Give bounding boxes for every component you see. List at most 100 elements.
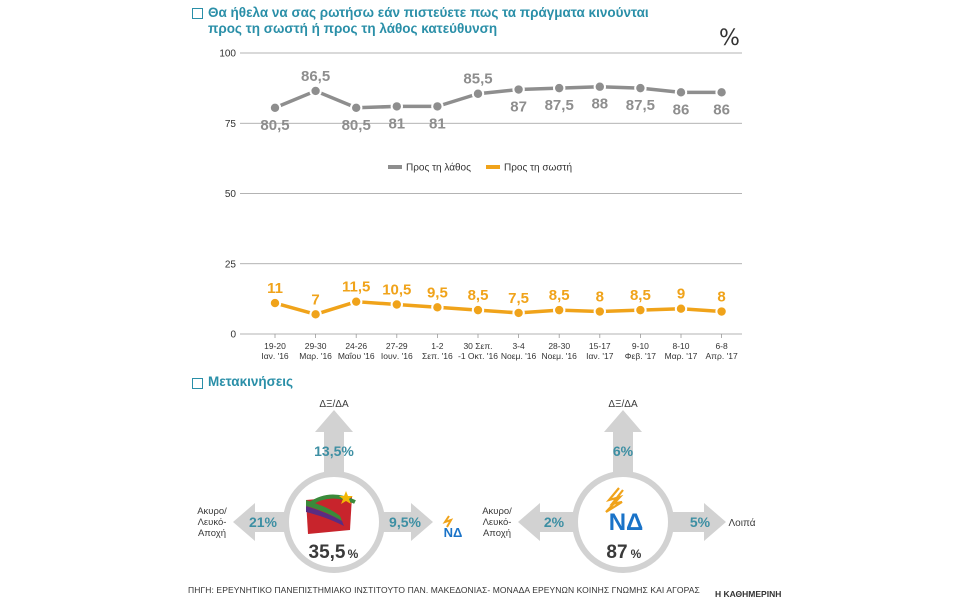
syriza-center-value: 35,5 xyxy=(309,542,346,563)
data-point xyxy=(715,305,728,318)
syriza-movements: 35,5 % ΔΞ/ΔΑ 13,5% 21% 9,5% Ακυρο/ Λευκό… xyxy=(197,399,463,573)
data-label: 8,5 xyxy=(468,287,489,304)
x-tick-label-line1: 29-30 xyxy=(305,341,327,351)
legend-label: Προς τη λάθος xyxy=(406,162,471,174)
nd-left-label-2: Λευκό- xyxy=(483,517,512,528)
left-arrow xyxy=(233,503,298,541)
source-note: ΠΗΓΗ: ΕΡΕΥΝΗΤΙΚΟ ΠΑΝΕΠΙΣΤΗΜΙΑΚΟ ΙΝΣΤΙΤΟΥ… xyxy=(188,585,700,595)
data-point xyxy=(268,296,282,310)
nd-small-logo-text: ΝΔ xyxy=(444,525,463,540)
nd-right-value: 5% xyxy=(690,514,711,530)
x-tick-label-line2: Ιαν. '16 xyxy=(261,351,289,361)
data-point xyxy=(553,303,566,317)
data-label: 8 xyxy=(717,289,725,306)
nd-torch-icon xyxy=(605,487,624,513)
section-marker-icon xyxy=(192,378,203,389)
syriza-left-value: 21% xyxy=(249,514,278,530)
unit-symbol: % xyxy=(719,26,740,51)
section-marker-icon xyxy=(192,8,203,19)
chart-gridlines xyxy=(240,52,742,335)
x-tick-label-line2: Ιουν. '16 xyxy=(381,351,413,361)
series-line-right xyxy=(274,299,722,317)
movements-diagram: 35,5 % ΔΞ/ΔΑ 13,5% 21% 9,5% Ακυρο/ Λευκό… xyxy=(197,399,756,573)
syriza-left-label-2: Λευκό- xyxy=(198,517,227,528)
data-label: 10,5 xyxy=(382,281,411,298)
data-point xyxy=(634,303,647,317)
x-tick-label-line2: Νοεμ. '16 xyxy=(542,351,578,361)
data-label: 86,5 xyxy=(301,68,330,85)
x-tick-label-line1: 1-2 xyxy=(431,341,444,351)
chart-title-line-1: Θα ήθελα να σας ρωτήσω εάν πιστεύετε πως… xyxy=(208,5,649,20)
data-point xyxy=(390,298,403,311)
data-label: 9,5 xyxy=(427,284,448,301)
publisher-credit: Η ΚΑΘΗΜΕΡΙΝΗ xyxy=(715,589,782,599)
syriza-left-label-3: Αποχή xyxy=(198,528,226,539)
chart-title-line-2: προς τη σωστή ή προς τη λάθος κατεύθυνση xyxy=(208,21,498,36)
data-label: 7 xyxy=(311,291,319,308)
series-line-wrong xyxy=(274,84,722,110)
x-tick-label-line1: 3-4 xyxy=(512,341,525,351)
data-label: 81 xyxy=(429,115,446,132)
nd-up-label: ΔΞ/ΔΑ xyxy=(608,399,638,410)
data-point xyxy=(553,81,566,95)
x-tick-label-line1: 28-30 xyxy=(548,341,570,351)
data-point xyxy=(674,302,688,315)
x-tick-label-line2: Απρ. '17 xyxy=(706,351,738,361)
x-tick-label-line2: Ιαν. '17 xyxy=(586,351,614,361)
x-tick-label-line1: 15-17 xyxy=(589,341,611,351)
x-tick-label-line1: 9-10 xyxy=(632,341,649,351)
data-point xyxy=(471,87,485,100)
x-tick-label-line2: Μαρ. '16 xyxy=(299,351,332,361)
x-tick-label-line1: 19-20 xyxy=(264,341,286,351)
data-point xyxy=(471,303,485,317)
data-point xyxy=(431,100,444,113)
movements-title: Μετακινήσεις xyxy=(208,374,294,389)
nd-left-label-3: Αποχή xyxy=(483,528,511,539)
x-tick-label-line1: 8-10 xyxy=(672,341,689,351)
data-point xyxy=(309,308,322,321)
left-arrow xyxy=(518,503,585,541)
data-label: 87 xyxy=(510,99,527,116)
y-tick-label: 25 xyxy=(225,259,237,270)
data-label: 86 xyxy=(673,101,690,118)
data-label: 81 xyxy=(388,115,405,132)
data-label: 80,5 xyxy=(342,117,371,134)
data-label: 87,5 xyxy=(545,97,574,114)
data-label: 85,5 xyxy=(463,71,492,88)
data-label: 88 xyxy=(591,96,608,113)
y-tick-label: 50 xyxy=(225,189,237,200)
x-tick-label-line2: Μαΐου '16 xyxy=(338,351,375,361)
x-tick-label-line2: Φεβ. '17 xyxy=(625,351,657,361)
x-tick-label-line1: 24-26 xyxy=(345,341,367,351)
nd-left-label-1: Ακυρο/ xyxy=(482,506,512,517)
data-label: 9 xyxy=(677,286,685,303)
data-label: 8,5 xyxy=(630,287,651,304)
chart-title: Θα ήθελα να σας ρωτήσω εάν πιστεύετε πως… xyxy=(208,5,649,37)
data-point xyxy=(593,305,606,318)
x-tick-label-line2: Νοεμ. '16 xyxy=(501,351,537,361)
nd-center-unit: % xyxy=(631,547,642,561)
up-arrow xyxy=(315,410,353,485)
syriza-up-value: 13,5% xyxy=(314,443,354,459)
chart-legend: Προς τη λάθος Προς τη σωστή xyxy=(388,162,572,174)
data-point xyxy=(593,80,606,93)
nd-left-value: 2% xyxy=(544,514,565,530)
data-label: 87,5 xyxy=(626,97,655,114)
x-tick-label-line1: 6-8 xyxy=(715,341,728,351)
data-point xyxy=(512,306,525,320)
star-icon xyxy=(339,491,353,504)
nd-small-logo: ΝΔ xyxy=(442,515,463,540)
nd-logo-text: ΝΔ xyxy=(609,509,644,536)
data-point xyxy=(512,83,525,96)
x-tick-label-line2: Μαρ. '17 xyxy=(665,351,698,361)
legend-label: Προς τη σωστή xyxy=(504,162,572,174)
nd-right-label: Λοιπά xyxy=(728,517,755,529)
nd-circle xyxy=(572,471,674,573)
data-label: 80,5 xyxy=(260,117,289,134)
data-point xyxy=(350,101,363,114)
x-tick-label-line1: 30 Σεπ. xyxy=(463,341,492,351)
y-tick-label: 0 xyxy=(230,330,236,341)
data-point xyxy=(350,295,363,308)
